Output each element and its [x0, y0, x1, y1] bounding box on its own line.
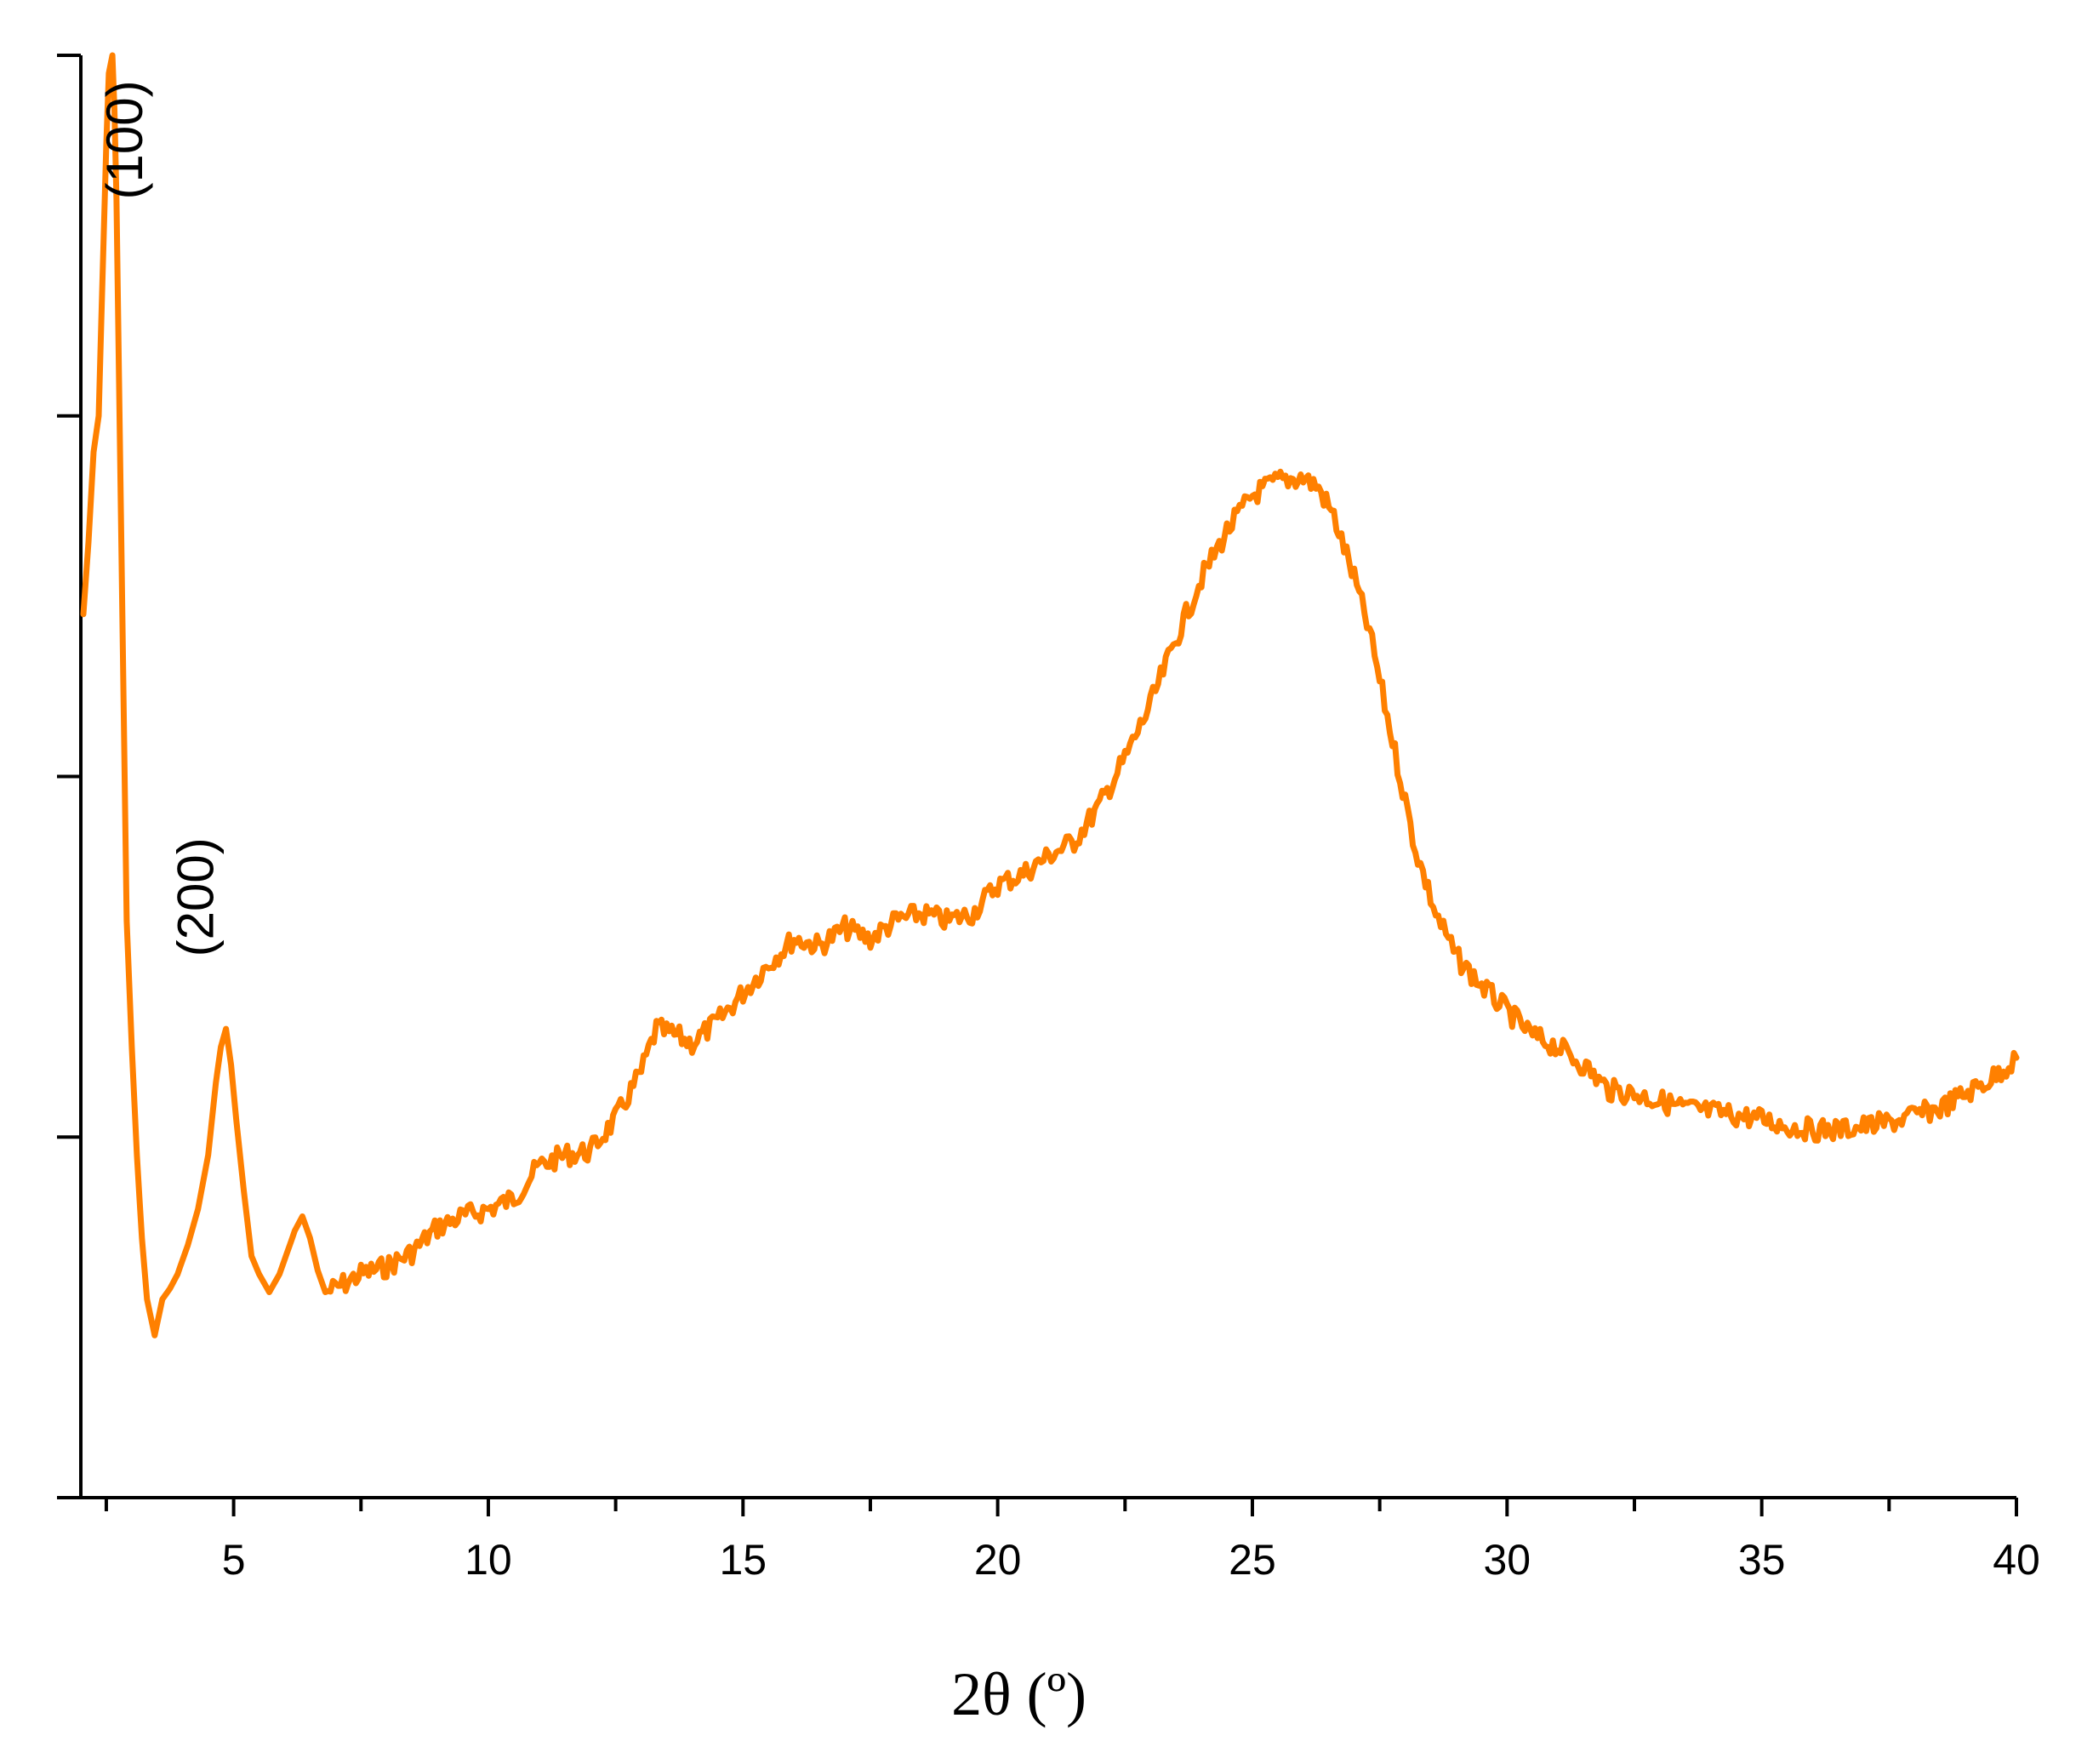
series-layer	[80, 52, 2020, 1339]
x-axis-title: 2θ (º)	[951, 1660, 1086, 1728]
x-tick-label: 15	[719, 1536, 767, 1584]
x-tick-label: 10	[465, 1536, 512, 1584]
x-tick-label: 5	[222, 1536, 246, 1584]
series-line	[80, 52, 2020, 1339]
y-ticks	[57, 54, 81, 1499]
x-tick-label: 35	[1738, 1536, 1786, 1584]
peak-annotation: (100)	[96, 80, 153, 199]
x-tick-label: 25	[1229, 1536, 1276, 1584]
peak-annotation: (200)	[168, 837, 225, 956]
x-tick-label: 30	[1484, 1536, 1531, 1584]
axes: 5 10 15 20 25 30 35 40	[57, 54, 2040, 1584]
x-tick-label: 40	[1993, 1536, 2040, 1584]
annotation-layer: (100) (200)	[96, 80, 225, 956]
x-ticks: 5 10 15 20 25 30 35 40	[104, 1498, 2040, 1584]
x-tick-label: 20	[974, 1536, 1022, 1584]
